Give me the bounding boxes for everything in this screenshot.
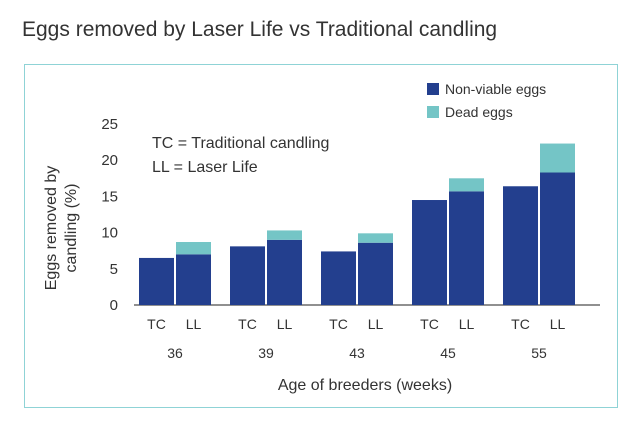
bar-non-viable-55-tc [503, 186, 538, 305]
bar-non-viable-43-ll [358, 242, 393, 305]
y-axis-label-line-1: Eggs removed by [43, 166, 60, 291]
x-axis-label: Age of breeders (weeks) [278, 377, 452, 394]
bar-dead-45-ll [449, 178, 484, 192]
method-label-55-ll: LL [550, 316, 566, 332]
y-axis-ticks: 0 5 10 15 20 25 [101, 116, 118, 314]
bar-non-viable-45-tc [412, 200, 447, 305]
method-label-45-ll: LL [459, 316, 475, 332]
bar-non-viable-36-ll [176, 254, 211, 305]
method-label-39-ll: LL [277, 316, 293, 332]
bar-non-viable-36-tc [139, 257, 174, 305]
bar-dead-43-ll [358, 233, 393, 243]
bar-non-viable-43-tc [321, 251, 356, 305]
method-label-39-tc: TC [238, 316, 257, 332]
annotation-tc: TC = Traditional candling [152, 135, 329, 152]
bar-series [134, 143, 600, 306]
annotation-ll: LL = Laser Life [152, 159, 258, 176]
method-label-43-ll: LL [368, 316, 384, 332]
group-label-43: 43 [349, 345, 365, 361]
bar-dead-39-ll [267, 230, 302, 240]
y-axis-label-line-2: candling (%) [63, 184, 80, 273]
group-label-39: 39 [258, 345, 274, 361]
bar-dead-36-ll [176, 242, 211, 255]
y-tick-label-0: 0 [110, 297, 118, 314]
y-tick-label-10: 10 [101, 225, 118, 242]
bar-non-viable-39-ll [267, 239, 302, 305]
bar-dead-55-ll [540, 143, 575, 173]
legend: Non-viable eggs Dead eggs [427, 81, 546, 120]
y-axis-label: Eggs removed by candling (%) [43, 166, 80, 291]
method-label-43-tc: TC [329, 316, 348, 332]
legend-label-non-viable: Non-viable eggs [445, 81, 546, 97]
group-label-45: 45 [440, 345, 456, 361]
method-label-55-tc: TC [511, 316, 530, 332]
y-tick-label-25: 25 [101, 116, 118, 133]
y-tick-label-15: 15 [101, 188, 118, 205]
group-label-36: 36 [167, 345, 183, 361]
legend-label-dead: Dead eggs [445, 104, 513, 120]
method-label-36-ll: LL [186, 316, 202, 332]
legend-swatch-non-viable [427, 83, 439, 95]
method-label-45-tc: TC [420, 316, 439, 332]
legend-swatch-dead [427, 106, 439, 118]
method-label-36-tc: TC [147, 316, 166, 332]
y-tick-label-20: 20 [101, 152, 118, 169]
y-tick-label-5: 5 [110, 261, 118, 278]
bar-non-viable-45-ll [449, 191, 484, 305]
bar-non-viable-39-tc [230, 246, 265, 305]
group-label-55: 55 [531, 345, 547, 361]
page-title: Eggs removed by Laser Life vs Traditiona… [22, 18, 498, 41]
bar-non-viable-55-ll [540, 172, 575, 305]
